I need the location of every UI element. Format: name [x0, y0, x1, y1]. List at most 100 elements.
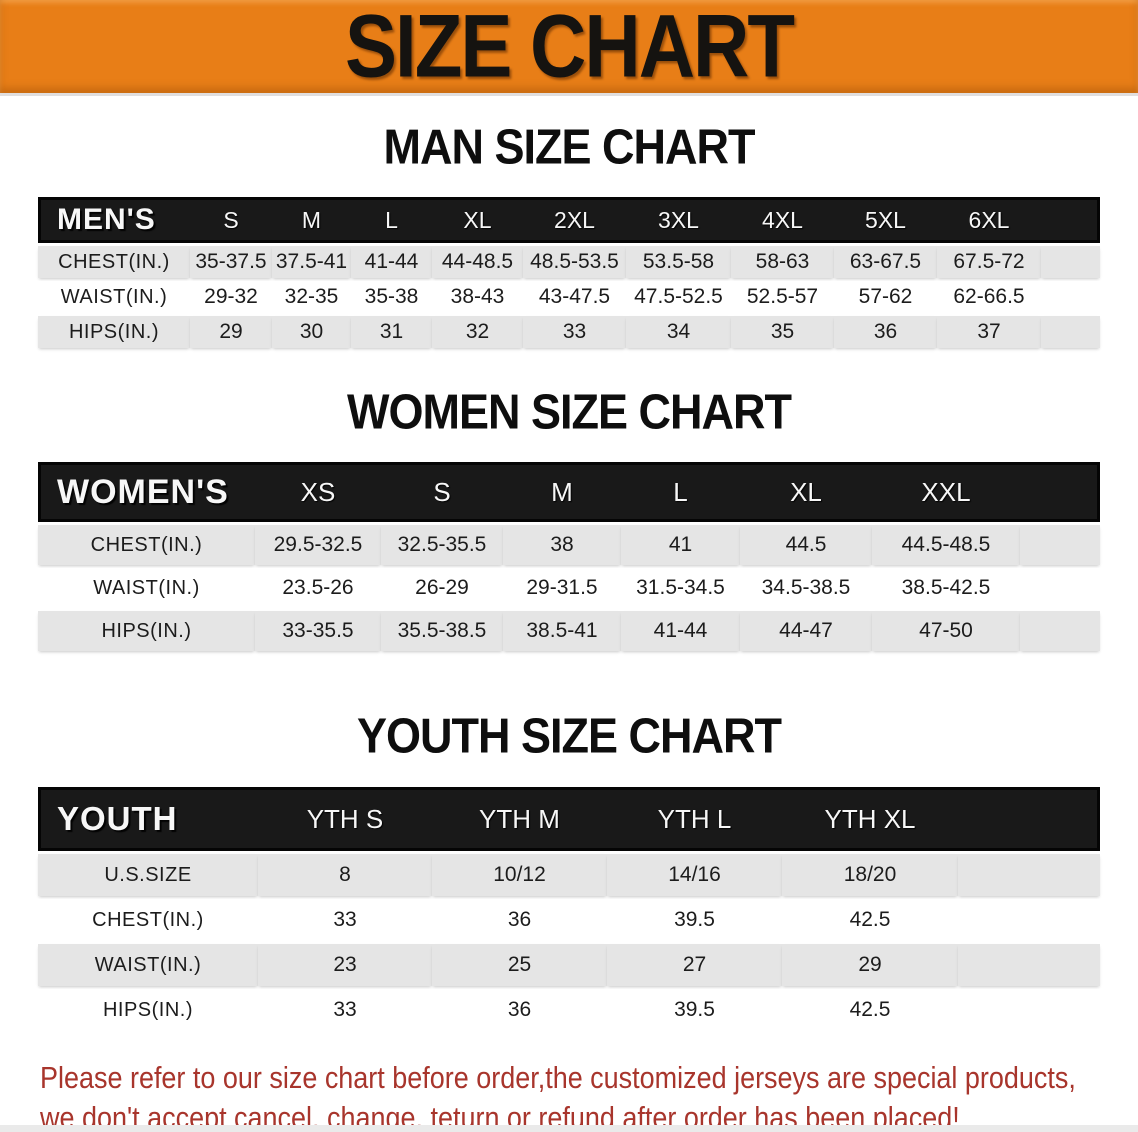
size-value-cell: 31: [351, 316, 432, 348]
size-value-cell: 27: [607, 944, 782, 986]
size-value-cell: 42.5: [782, 899, 958, 941]
size-value-cell: 57-62: [834, 281, 937, 313]
size-value-cell: 41: [621, 525, 740, 565]
table-row: HIPS(IN.) 33 36 39.5 42.5: [38, 989, 1100, 1031]
table-row: CHEST(IN.) 29.5-32.5 32.5-35.5 38 41 44.…: [38, 525, 1100, 565]
spacer-cell: [958, 989, 1100, 1031]
size-column-header: M: [503, 462, 621, 522]
size-value-cell: 39.5: [607, 899, 782, 941]
size-value-cell: 32.5-35.5: [381, 525, 503, 565]
disclaimer: Please refer to our size chart before or…: [40, 1058, 1138, 1132]
disclaimer-line-1: Please refer to our size chart before or…: [40, 1060, 1076, 1095]
spacer-cell: [1041, 197, 1100, 243]
size-value-cell: 29.5-32.5: [255, 525, 381, 565]
size-value-cell: 44.5: [740, 525, 872, 565]
row-label: HIPS(IN.): [38, 611, 255, 651]
size-value-cell: 41-44: [621, 611, 740, 651]
size-value-cell: 38-43: [432, 281, 523, 313]
size-value-cell: 47.5-52.5: [626, 281, 731, 313]
size-value-cell: 38.5-42.5: [872, 568, 1020, 608]
size-column-header: S: [381, 462, 503, 522]
size-value-cell: 29-32: [190, 281, 272, 313]
banner: SIZE CHART: [0, 0, 1138, 96]
spacer-cell: [958, 787, 1100, 851]
size-value-cell: 39.5: [607, 989, 782, 1031]
size-value-cell: 26-29: [381, 568, 503, 608]
spacer-cell: [958, 899, 1100, 941]
size-value-cell: 35-38: [351, 281, 432, 313]
spacer-cell: [1041, 281, 1100, 313]
size-value-cell: 44-48.5: [432, 246, 523, 278]
size-value-cell: 67.5-72: [937, 246, 1041, 278]
table-row: MEN'S S M L XL 2XL 3XL 4XL 5XL 6XL: [38, 197, 1100, 243]
size-value-cell: 30: [272, 316, 351, 348]
size-value-cell: 53.5-58: [626, 246, 731, 278]
size-column-header: 2XL: [523, 197, 626, 243]
spacer-cell: [1041, 246, 1100, 278]
size-value-cell: 37.5-41: [272, 246, 351, 278]
size-column-header: M: [272, 197, 351, 243]
size-column-header: 3XL: [626, 197, 731, 243]
size-value-cell: 35: [731, 316, 834, 348]
table-row: CHEST(IN.) 33 36 39.5 42.5: [38, 899, 1100, 941]
table-row: YOUTH YTH S YTH M YTH L YTH XL: [38, 787, 1100, 851]
size-value-cell: 32: [432, 316, 523, 348]
spacer-cell: [1020, 462, 1100, 522]
size-value-cell: 41-44: [351, 246, 432, 278]
table-row: HIPS(IN.) 29 30 31 32 33 34 35 36 37: [38, 316, 1100, 348]
size-column-header: YTH M: [432, 787, 607, 851]
size-value-cell: 36: [432, 989, 607, 1031]
size-value-cell: 29: [782, 944, 958, 986]
size-column-header: 5XL: [834, 197, 937, 243]
row-label: HIPS(IN.): [38, 316, 190, 348]
size-value-cell: 43-47.5: [523, 281, 626, 313]
row-label: CHEST(IN.): [38, 899, 258, 941]
size-column-header: XL: [432, 197, 523, 243]
size-value-cell: 10/12: [432, 854, 607, 896]
spacer-cell: [1041, 316, 1100, 348]
size-column-header: 4XL: [731, 197, 834, 243]
size-value-cell: 33-35.5: [255, 611, 381, 651]
size-value-cell: 34.5-38.5: [740, 568, 872, 608]
bottom-strip: [0, 1125, 1138, 1132]
size-value-cell: 32-35: [272, 281, 351, 313]
table-row: WOMEN'S XS S M L XL XXL: [38, 462, 1100, 522]
size-column-header: XS: [255, 462, 381, 522]
table-header-label: YOUTH: [38, 787, 258, 851]
size-value-cell: 8: [258, 854, 432, 896]
size-value-cell: 33: [258, 899, 432, 941]
row-label: WAIST(IN.): [38, 944, 258, 986]
table-row: WAIST(IN.) 29-32 32-35 35-38 38-43 43-47…: [38, 281, 1100, 313]
table-row: U.S.SIZE 8 10/12 14/16 18/20: [38, 854, 1100, 896]
table-row: WAIST(IN.) 23.5-26 26-29 29-31.5 31.5-34…: [38, 568, 1100, 608]
size-value-cell: 14/16: [607, 854, 782, 896]
size-value-cell: 29: [190, 316, 272, 348]
size-value-cell: 33: [258, 989, 432, 1031]
size-column-header: YTH S: [258, 787, 432, 851]
row-label: WAIST(IN.): [38, 281, 190, 313]
size-column-header: S: [190, 197, 272, 243]
youth-section-heading: YOUTH SIZE CHART: [356, 707, 782, 764]
spacer-cell: [1020, 568, 1100, 608]
size-value-cell: 62-66.5: [937, 281, 1041, 313]
size-column-header: 6XL: [937, 197, 1041, 243]
row-label: WAIST(IN.): [38, 568, 255, 608]
size-column-header: XL: [740, 462, 872, 522]
size-value-cell: 36: [834, 316, 937, 348]
row-label: CHEST(IN.): [38, 525, 255, 565]
row-label: U.S.SIZE: [38, 854, 258, 896]
spacer-cell: [958, 944, 1100, 986]
size-value-cell: 38: [503, 525, 621, 565]
size-value-cell: 52.5-57: [731, 281, 834, 313]
table-row: CHEST(IN.) 35-37.5 37.5-41 41-44 44-48.5…: [38, 246, 1100, 278]
size-value-cell: 36: [432, 899, 607, 941]
size-value-cell: 29-31.5: [503, 568, 621, 608]
size-column-header: YTH XL: [782, 787, 958, 851]
size-value-cell: 44.5-48.5: [872, 525, 1020, 565]
size-value-cell: 42.5: [782, 989, 958, 1031]
size-value-cell: 47-50: [872, 611, 1020, 651]
table-header-label: WOMEN'S: [38, 462, 255, 522]
size-value-cell: 48.5-53.5: [523, 246, 626, 278]
size-value-cell: 35-37.5: [190, 246, 272, 278]
row-label: HIPS(IN.): [38, 989, 258, 1031]
